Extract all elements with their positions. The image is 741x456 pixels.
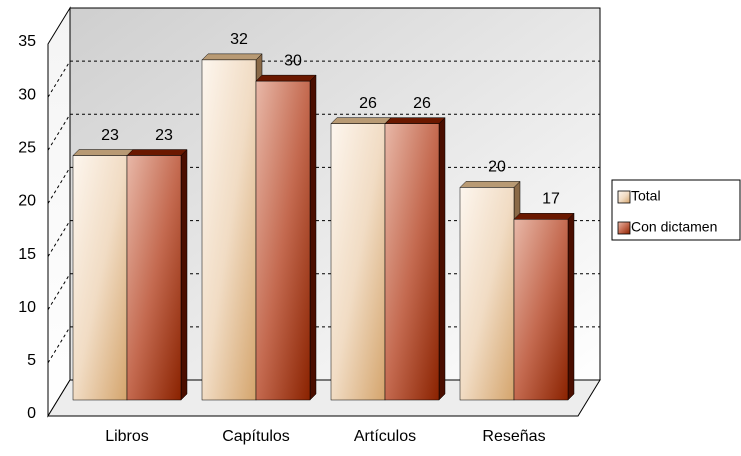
legend-label: Total <box>631 188 661 204</box>
bar <box>201 59 257 401</box>
bar <box>255 80 311 401</box>
x-tick-label: Artículos <box>354 428 416 445</box>
bar <box>126 155 182 401</box>
grid-line <box>47 273 71 310</box>
data-label: 23 <box>101 127 119 144</box>
bar-top <box>126 149 188 156</box>
data-label: 17 <box>542 191 560 208</box>
bar-top <box>201 53 263 61</box>
x-tick-label: Libros <box>105 428 149 445</box>
y-tick-label: 25 <box>18 140 36 157</box>
bar-top <box>384 117 446 124</box>
x-tick-label: Reseñas <box>482 428 545 445</box>
legend-swatch <box>617 190 631 204</box>
x-tick-label: Capítulos <box>222 428 290 445</box>
data-label: 26 <box>359 95 377 112</box>
grid-line <box>47 60 71 98</box>
data-label: 23 <box>155 127 173 144</box>
y-tick-label: 0 <box>27 405 36 422</box>
y-tick-label: 5 <box>27 352 36 369</box>
grid-line <box>47 220 71 257</box>
bar-top <box>72 149 134 156</box>
bar <box>384 123 440 401</box>
y-tick-label: 20 <box>18 193 36 210</box>
bar-top <box>330 117 392 124</box>
y-tick-label: 15 <box>18 246 36 263</box>
data-label: 26 <box>413 95 431 112</box>
bar-top <box>513 213 575 220</box>
bar-top <box>459 181 521 188</box>
bar-side <box>438 117 446 401</box>
side-wall <box>47 6 71 418</box>
bar <box>72 155 128 401</box>
grid-line <box>47 326 71 364</box>
y-tick-label: 35 <box>18 33 36 50</box>
data-label: 20 <box>488 159 506 176</box>
grid-line <box>47 167 71 204</box>
y-tick-label: 10 <box>18 299 36 316</box>
bar-side <box>180 148 188 401</box>
bar-side <box>567 212 575 401</box>
bar-side <box>309 74 317 401</box>
data-label: 30 <box>284 52 302 69</box>
bar-top <box>255 74 317 82</box>
y-tick-label: 30 <box>18 86 36 103</box>
grid-line <box>47 114 71 151</box>
bar <box>459 187 515 401</box>
legend <box>611 179 741 241</box>
data-label: 32 <box>230 31 248 48</box>
bar <box>330 123 386 401</box>
legend-swatch <box>617 221 631 235</box>
legend-label: Con dictamen <box>631 219 717 235</box>
bar <box>513 219 569 401</box>
